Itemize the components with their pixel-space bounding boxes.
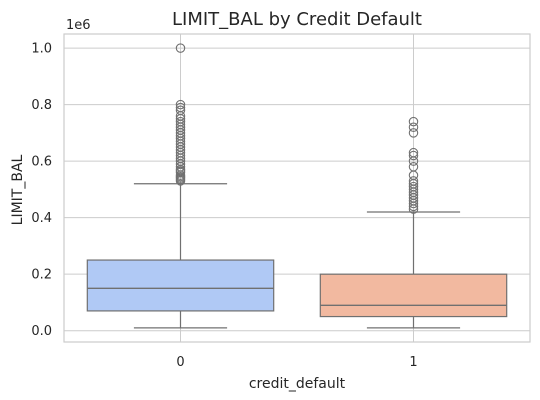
outlier-point [408, 150, 419, 161]
box-group-0 [86, 43, 275, 329]
outlier-point [408, 128, 419, 138]
y-tick-label: 0.2 [31, 268, 52, 283]
outlier-point [408, 116, 419, 127]
outlier-point [408, 181, 419, 192]
chart-title: LIMIT_BAL by Credit Default [172, 9, 422, 30]
y-axis-offset-label: 1e6 [66, 18, 91, 33]
y-axis-label: LIMIT_BAL [10, 154, 26, 225]
y-tick-label: 0.0 [31, 324, 52, 339]
tick-labels: 0.0 0.2 0.4 0.6 0.8 1.0 0 1 [31, 42, 417, 370]
outlier-point [175, 43, 186, 53]
plot-border [63, 33, 531, 343]
box-group-1 [319, 116, 508, 329]
outlier-point [408, 147, 419, 158]
outlier-point [175, 116, 186, 127]
y-tick-label: 0.8 [31, 98, 52, 113]
box-iqr [86, 259, 275, 312]
y-tick-label: 1.0 [31, 42, 52, 57]
boxes [86, 43, 508, 329]
outlier-point [175, 102, 186, 113]
outlier-point [408, 176, 419, 186]
outlier-point [408, 122, 419, 132]
x-axis-label: credit_default [249, 376, 346, 392]
y-tick-label: 0.4 [31, 211, 52, 226]
y-tick-label: 0.6 [31, 155, 52, 170]
x-tick-label: 0 [176, 355, 184, 370]
outlier-point [175, 105, 186, 116]
x-tick-label: 1 [409, 355, 417, 370]
box-iqr [319, 273, 508, 318]
outlier-point [175, 99, 186, 110]
plot-frame [63, 33, 531, 343]
outlier-point [408, 162, 419, 172]
